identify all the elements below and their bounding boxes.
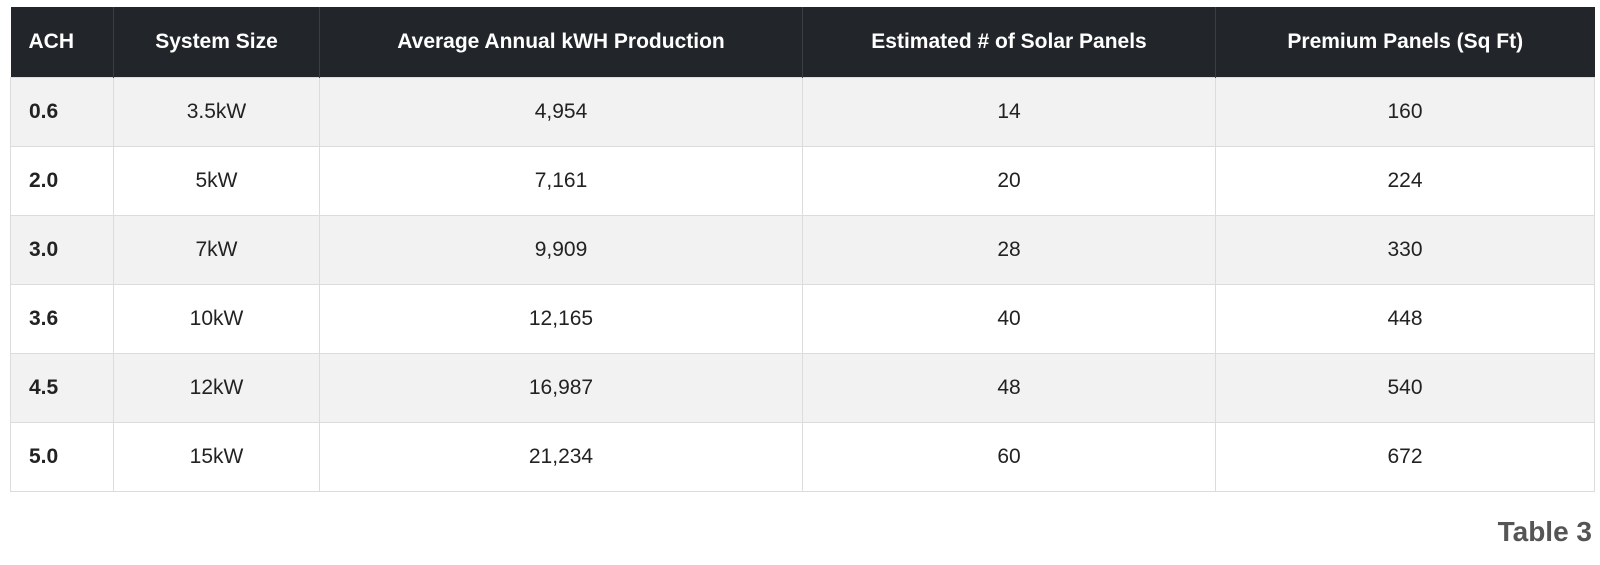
cell-system-size: 10kW bbox=[113, 284, 320, 354]
cell-premium-panels: 330 bbox=[1215, 215, 1595, 285]
header-annual-production: Average Annual kWH Production bbox=[319, 7, 803, 78]
cell-annual-production: 12,165 bbox=[319, 284, 803, 354]
cell-ach: 2.0 bbox=[10, 146, 114, 216]
cell-annual-production: 4,954 bbox=[319, 77, 803, 147]
header-solar-panels: Estimated # of Solar Panels bbox=[802, 7, 1216, 78]
cell-ach: 4.5 bbox=[10, 353, 114, 423]
table-header: ACH System Size Average Annual kWH Produ… bbox=[10, 7, 1595, 78]
cell-premium-panels: 448 bbox=[1215, 284, 1595, 354]
cell-premium-panels: 540 bbox=[1215, 353, 1595, 423]
solar-table-container: ACH System Size Average Annual kWH Produ… bbox=[10, 7, 1595, 492]
table-body: 0.6 3.5kW 4,954 14 160 2.0 5kW 7,161 20 … bbox=[10, 77, 1595, 492]
solar-system-table: ACH System Size Average Annual kWH Produ… bbox=[10, 7, 1595, 492]
header-row: ACH System Size Average Annual kWH Produ… bbox=[10, 7, 1595, 78]
table-row: 3.0 7kW 9,909 28 330 bbox=[10, 215, 1595, 285]
cell-annual-production: 7,161 bbox=[319, 146, 803, 216]
cell-system-size: 5kW bbox=[113, 146, 320, 216]
cell-annual-production: 9,909 bbox=[319, 215, 803, 285]
cell-premium-panels: 672 bbox=[1215, 422, 1595, 492]
cell-annual-production: 21,234 bbox=[319, 422, 803, 492]
cell-solar-panels: 40 bbox=[802, 284, 1216, 354]
cell-ach: 3.6 bbox=[10, 284, 114, 354]
cell-system-size: 3.5kW bbox=[113, 77, 320, 147]
cell-system-size: 7kW bbox=[113, 215, 320, 285]
cell-system-size: 12kW bbox=[113, 353, 320, 423]
table-row: 5.0 15kW 21,234 60 672 bbox=[10, 422, 1595, 492]
cell-premium-panels: 160 bbox=[1215, 77, 1595, 147]
cell-solar-panels: 14 bbox=[802, 77, 1216, 147]
header-ach: ACH bbox=[10, 7, 114, 78]
cell-ach: 5.0 bbox=[10, 422, 114, 492]
table-row: 2.0 5kW 7,161 20 224 bbox=[10, 146, 1595, 216]
table-row: 0.6 3.5kW 4,954 14 160 bbox=[10, 77, 1595, 147]
table-row: 4.5 12kW 16,987 48 540 bbox=[10, 353, 1595, 423]
table-row: 3.6 10kW 12,165 40 448 bbox=[10, 284, 1595, 354]
cell-ach: 3.0 bbox=[10, 215, 114, 285]
header-system-size: System Size bbox=[113, 7, 320, 78]
cell-premium-panels: 224 bbox=[1215, 146, 1595, 216]
cell-solar-panels: 60 bbox=[802, 422, 1216, 492]
cell-annual-production: 16,987 bbox=[319, 353, 803, 423]
table-caption: Table 3 bbox=[1497, 516, 1592, 547]
cell-solar-panels: 48 bbox=[802, 353, 1216, 423]
cell-solar-panels: 20 bbox=[802, 146, 1216, 216]
cell-system-size: 15kW bbox=[113, 422, 320, 492]
header-premium-panels: Premium Panels (Sq Ft) bbox=[1215, 7, 1595, 78]
cell-ach: 0.6 bbox=[10, 77, 114, 147]
cell-solar-panels: 28 bbox=[802, 215, 1216, 285]
